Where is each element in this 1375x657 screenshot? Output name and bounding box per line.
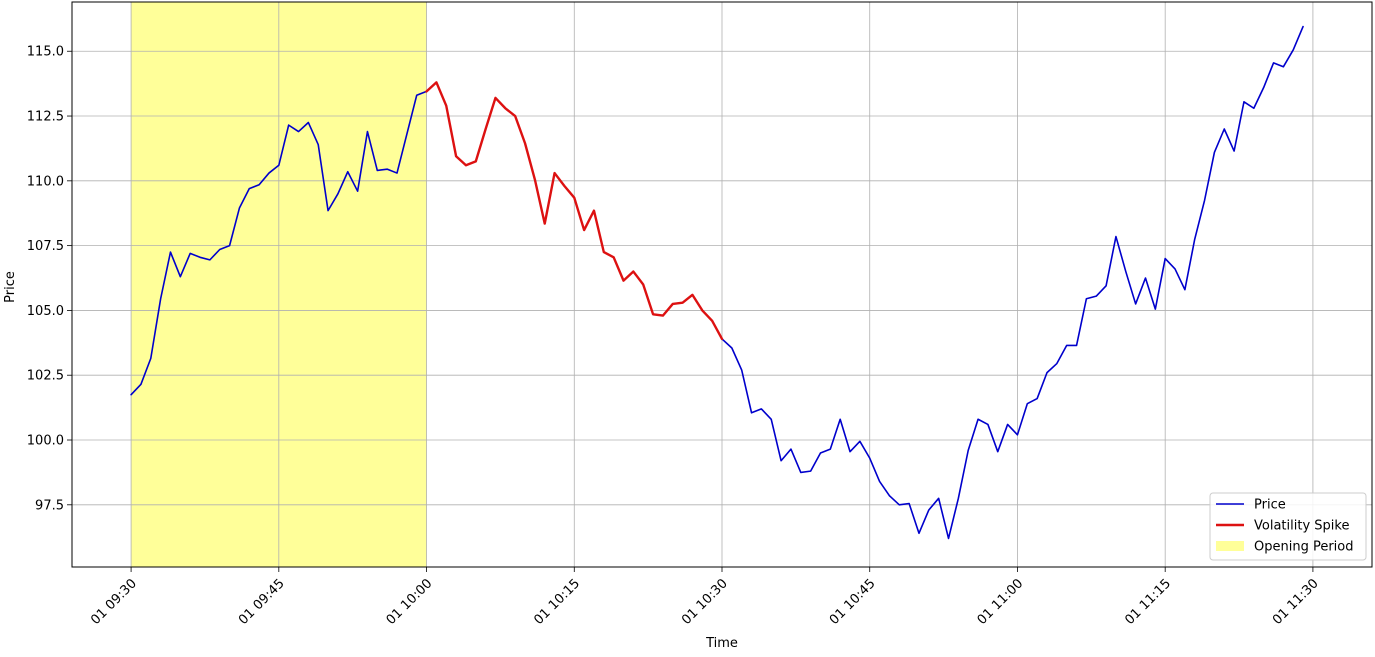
y-tick-label: 97.5 — [35, 498, 64, 513]
legend-label: Volatility Spike — [1254, 519, 1349, 534]
series-layer — [130, 25, 1304, 540]
x-axis-label: Time — [705, 636, 738, 651]
legend: Price Volatility Spike Opening Period — [1209, 492, 1367, 561]
y-tick-label: 115.0 — [27, 45, 64, 60]
legend-box — [1209, 492, 1367, 561]
y-tick-label: 110.0 — [27, 174, 64, 189]
y-tick-label: 102.5 — [27, 369, 64, 384]
volatility-spike-line — [425, 81, 724, 341]
legend-label: Price — [1254, 498, 1286, 513]
y-tick-label: 107.5 — [27, 239, 64, 254]
y-tick-label: 112.5 — [27, 110, 64, 125]
y-tick-label: 105.0 — [27, 304, 64, 319]
legend-label: Opening Period — [1254, 540, 1354, 555]
y-axis-label: Price — [3, 271, 18, 303]
y-tick-label: 100.0 — [27, 434, 64, 449]
legend-swatch-opening — [1216, 541, 1244, 551]
grid-layer — [72, 2, 1372, 567]
